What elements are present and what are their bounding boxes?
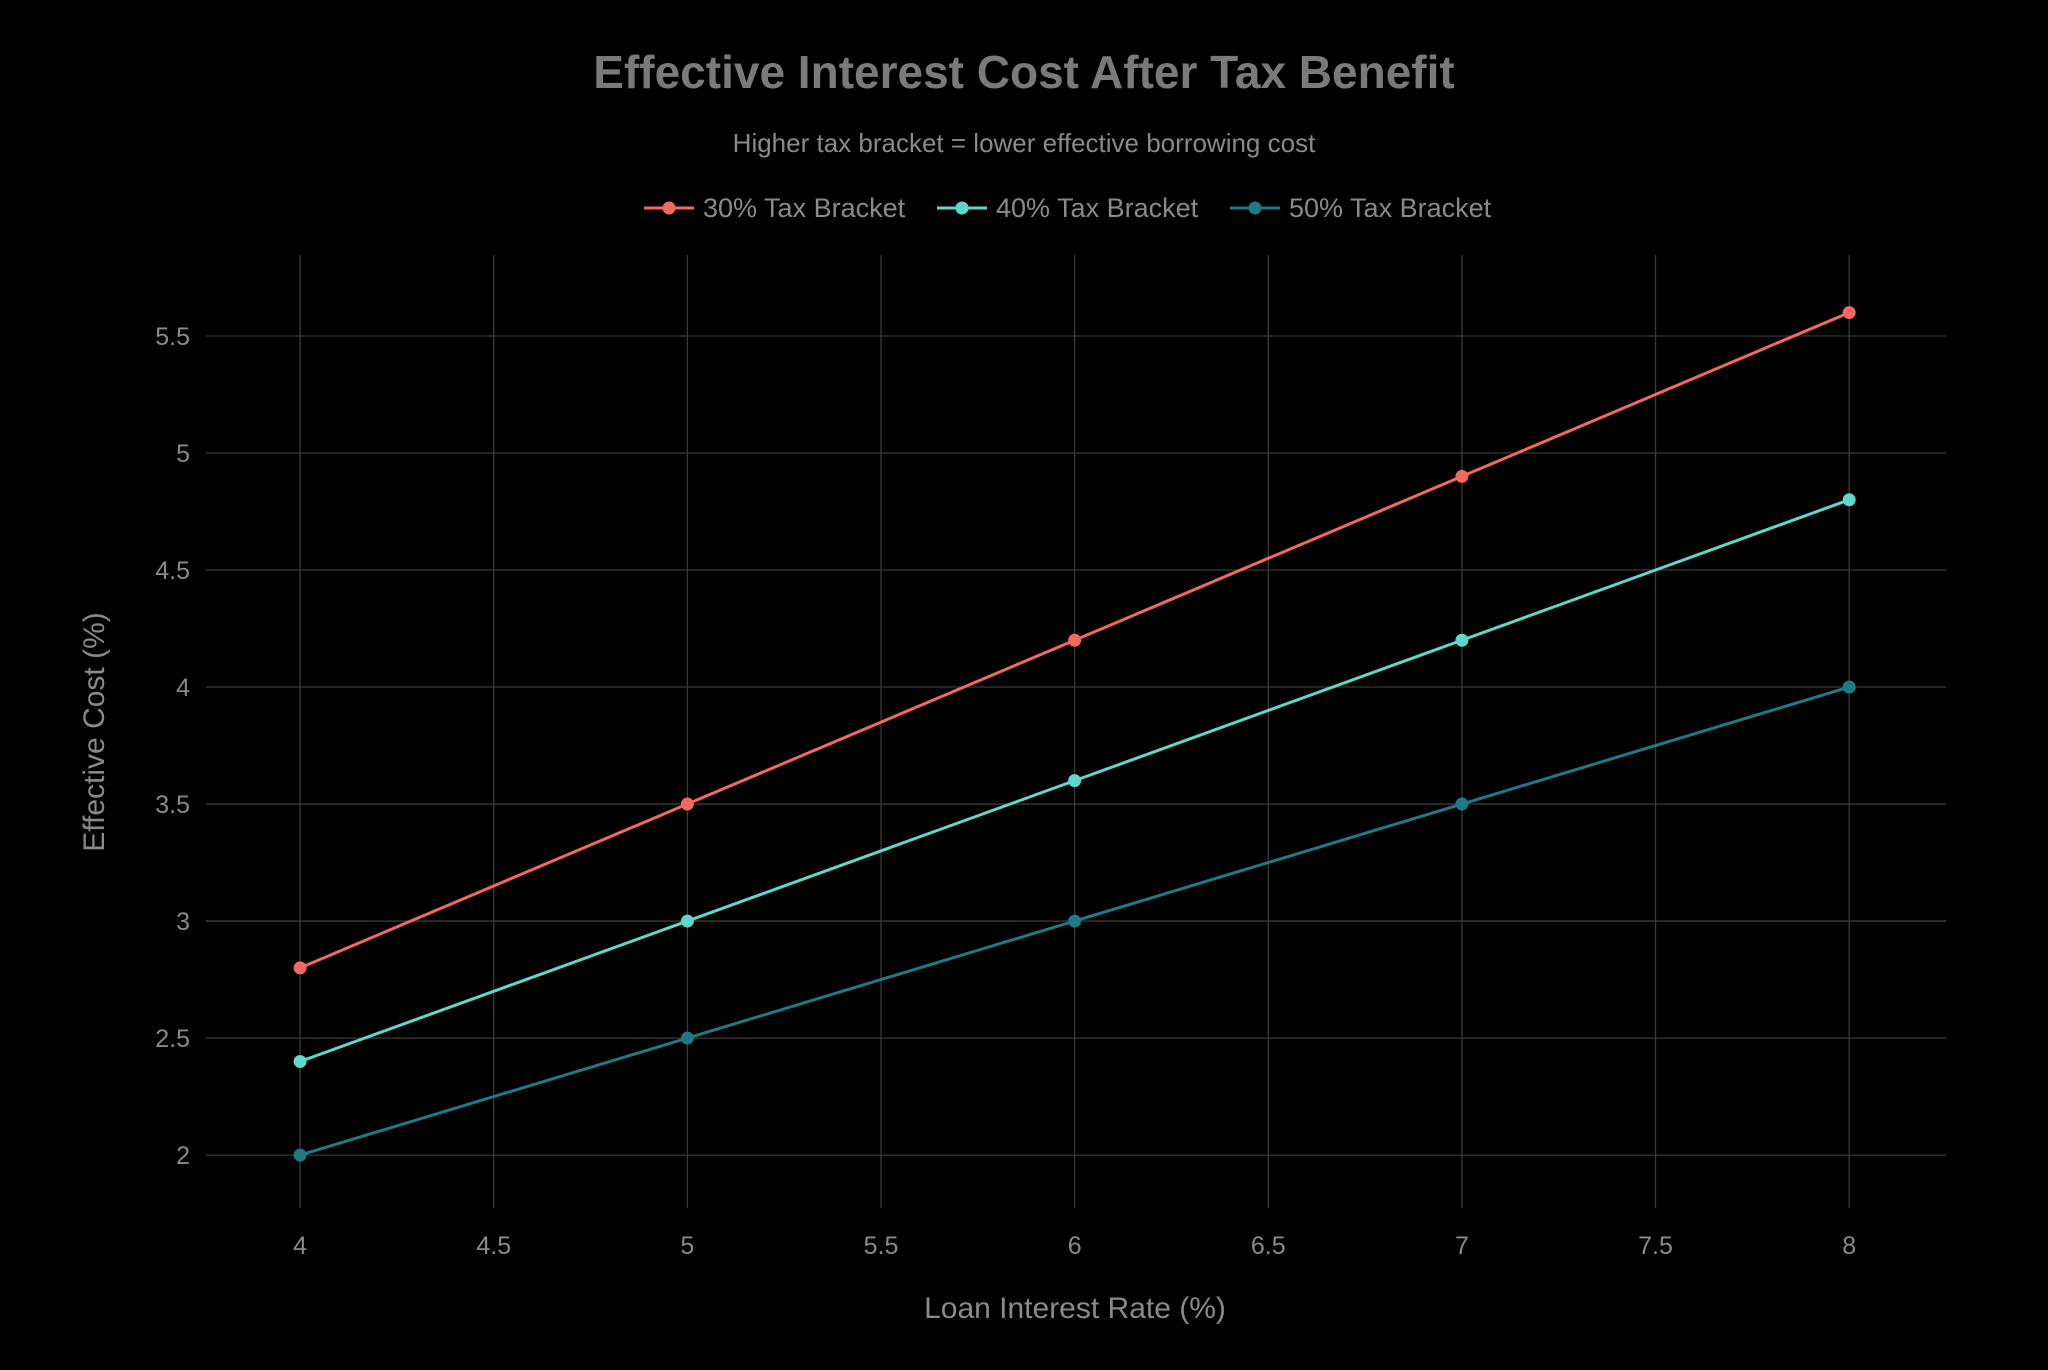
y-tick-label: 3 bbox=[176, 908, 190, 936]
x-tick-label: 7 bbox=[1455, 1232, 1469, 1260]
data-point bbox=[1068, 633, 1082, 647]
legend-label: 30% Tax Bracket bbox=[703, 193, 906, 223]
legend-marker-icon bbox=[955, 201, 969, 215]
x-tick-label: 4.5 bbox=[476, 1232, 511, 1260]
y-tick-label: 5.5 bbox=[155, 323, 190, 351]
y-axis-label: Effective Cost (%) bbox=[78, 612, 111, 852]
chart-subtitle: Higher tax bracket = lower effective bor… bbox=[733, 128, 1316, 158]
y-tick-label: 3.5 bbox=[155, 791, 190, 819]
data-point bbox=[1455, 633, 1469, 647]
data-point bbox=[1455, 797, 1469, 811]
chart-title: Effective Interest Cost After Tax Benefi… bbox=[593, 46, 1454, 98]
legend-label: 40% Tax Bracket bbox=[996, 193, 1199, 223]
y-tick-label: 4 bbox=[176, 674, 190, 702]
data-point bbox=[1455, 469, 1469, 483]
tick-labels: 4 4.5 5 5.5 6 6.5 7 7.5 8 2 2.5 3 3.5 4 4.5 5 5.5 bbox=[155, 323, 1856, 1260]
x-tick-label: 7.5 bbox=[1638, 1232, 1673, 1260]
y-tick-label: 5 bbox=[176, 440, 190, 468]
legend-item-1[interactable]: 30% Tax Bracket bbox=[644, 193, 906, 223]
legend-label: 50% Tax Bracket bbox=[1289, 193, 1492, 223]
x-tick-label: 5.5 bbox=[864, 1232, 899, 1260]
x-tick-label: 6.5 bbox=[1251, 1232, 1286, 1260]
data-point bbox=[1068, 774, 1082, 788]
x-tick-label: 8 bbox=[1842, 1232, 1856, 1260]
x-tick-label: 6 bbox=[1068, 1232, 1082, 1260]
data-point bbox=[680, 1031, 694, 1045]
legend-item-3[interactable]: 50% Tax Bracket bbox=[1230, 193, 1492, 223]
x-tick-label: 4 bbox=[293, 1232, 307, 1260]
data-point bbox=[293, 961, 307, 975]
data-point bbox=[1842, 680, 1856, 694]
data-point bbox=[293, 1054, 307, 1068]
data-point bbox=[1842, 493, 1856, 507]
series-lines bbox=[293, 306, 1856, 1162]
x-axis-label: Loan Interest Rate (%) bbox=[924, 1292, 1226, 1325]
y-tick-label: 2 bbox=[176, 1142, 190, 1170]
x-tick-label: 5 bbox=[680, 1232, 694, 1260]
data-point bbox=[1068, 914, 1082, 928]
legend-item-2[interactable]: 40% Tax Bracket bbox=[937, 193, 1199, 223]
grid bbox=[206, 255, 1946, 1208]
data-point bbox=[1842, 306, 1856, 320]
legend: 30% Tax Bracket 40% Tax Bracket 50% Tax Br… bbox=[644, 193, 1492, 223]
data-point bbox=[293, 1148, 307, 1162]
y-tick-label: 2.5 bbox=[155, 1025, 190, 1053]
data-point bbox=[680, 797, 694, 811]
legend-marker-icon bbox=[662, 201, 676, 215]
y-tick-label: 4.5 bbox=[155, 557, 190, 585]
data-point bbox=[680, 914, 694, 928]
legend-marker-icon bbox=[1248, 201, 1262, 215]
